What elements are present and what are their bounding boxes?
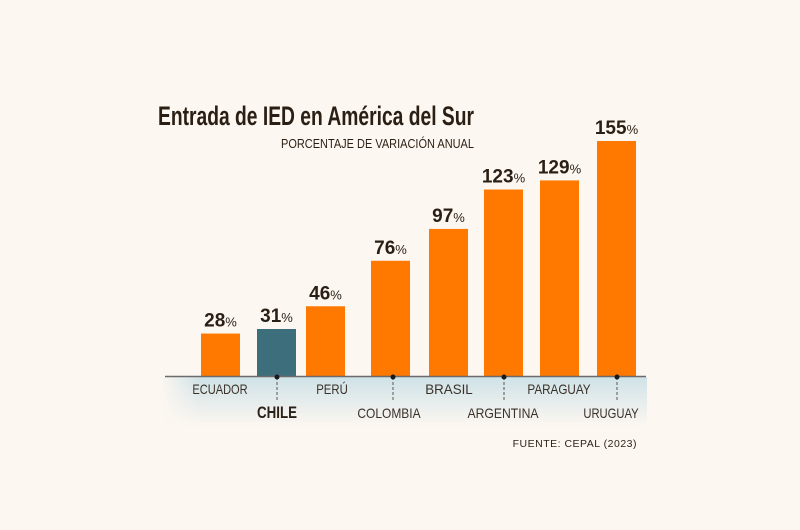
value-label-chile: 31% bbox=[260, 306, 293, 327]
tick-dot bbox=[614, 374, 620, 380]
chart-subtitle: PORCENTAJE DE VARIACIÓN ANUAL bbox=[281, 136, 474, 151]
value-unit: % bbox=[453, 210, 465, 225]
bar-colombia bbox=[371, 260, 410, 376]
category-label-argentina: ARGENTINA bbox=[467, 405, 539, 421]
value-unit: % bbox=[627, 122, 639, 137]
category-label-brasil: BRASIL bbox=[425, 381, 473, 397]
bar-paraguay bbox=[540, 180, 579, 376]
category-label-chile: CHILE bbox=[257, 403, 297, 422]
tick-dot bbox=[274, 374, 280, 380]
value-label-paraguay: 129% bbox=[538, 157, 582, 178]
value-label-ecuador: 28% bbox=[204, 311, 237, 332]
value-label-colombia: 76% bbox=[374, 238, 407, 259]
chart-title: Entrada de IED en América del Sur bbox=[158, 101, 474, 131]
value-number: 46 bbox=[309, 283, 330, 304]
bar-argentina bbox=[484, 189, 523, 376]
bar-chile bbox=[257, 329, 296, 376]
value-label-argentina: 123% bbox=[482, 167, 526, 188]
bar-peru bbox=[306, 306, 345, 376]
value-number: 28 bbox=[204, 311, 225, 332]
value-number: 97 bbox=[432, 206, 453, 227]
category-label-uruguay: URUGUAY bbox=[583, 405, 639, 421]
value-label-uruguay: 155% bbox=[595, 118, 639, 139]
bar-ecuador bbox=[201, 333, 240, 376]
category-label-colombia: COLOMBIA bbox=[357, 405, 421, 421]
category-label-ecuador: ECUADOR bbox=[192, 381, 247, 397]
tick-dot bbox=[501, 374, 507, 380]
bar-uruguay bbox=[597, 141, 636, 376]
category-label-paraguay: PARAGUAY bbox=[527, 381, 591, 397]
value-unit: % bbox=[225, 315, 237, 330]
value-label-peru: 46% bbox=[309, 283, 342, 304]
value-number: 155 bbox=[595, 118, 627, 139]
category-label-peru: PERÚ bbox=[316, 381, 348, 397]
value-unit: % bbox=[570, 161, 582, 176]
bar-brasil bbox=[429, 228, 468, 376]
value-number: 31 bbox=[260, 306, 282, 327]
value-unit: % bbox=[395, 242, 407, 257]
tick-dot bbox=[390, 374, 396, 380]
value-number: 76 bbox=[374, 238, 395, 259]
value-number: 129 bbox=[538, 157, 570, 178]
value-unit: % bbox=[514, 171, 526, 186]
value-unit: % bbox=[330, 287, 342, 302]
source-note: FUENTE: CEPAL (2023) bbox=[513, 438, 637, 450]
value-unit: % bbox=[281, 310, 293, 325]
value-number: 123 bbox=[482, 167, 514, 188]
value-label-brasil: 97% bbox=[432, 206, 465, 227]
